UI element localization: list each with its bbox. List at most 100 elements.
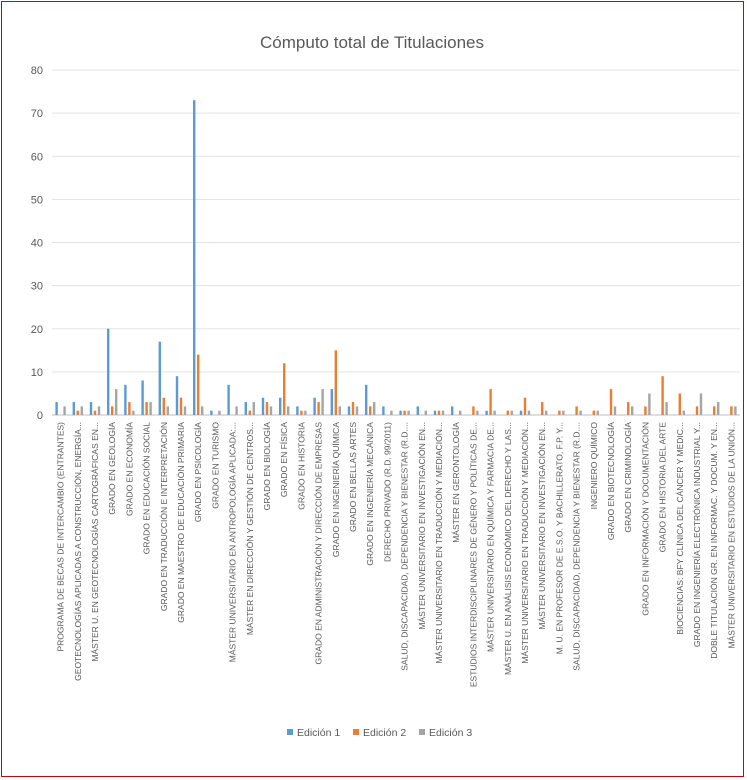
legend-swatch bbox=[287, 729, 293, 735]
bar-2-26 bbox=[506, 410, 509, 415]
bar-2-32 bbox=[609, 389, 613, 415]
x-tick-label: GRADO EN HISTORIA bbox=[296, 422, 306, 510]
bar-3-35 bbox=[665, 402, 668, 415]
legend-swatch bbox=[353, 729, 359, 735]
x-tick-label: GRADO EN BIOLOGÍA bbox=[262, 422, 272, 511]
x-tick-label: GRADO EN ADMINISTRACIÓN Y DIRECCIÓN DE E… bbox=[314, 422, 324, 665]
bar-1-25 bbox=[485, 410, 488, 415]
bar-3-1 bbox=[80, 406, 83, 415]
bar-3-14 bbox=[304, 410, 307, 415]
bar-3-22 bbox=[441, 410, 445, 415]
x-tick-label: BIOCIENCIAS: BFY CLÍNICA DEL CÁNCER Y ME… bbox=[675, 422, 685, 635]
bar-1-15 bbox=[313, 397, 316, 415]
bar-1-22 bbox=[433, 410, 437, 415]
bar-3-24 bbox=[476, 410, 479, 415]
bar-3-3 bbox=[115, 389, 118, 415]
x-tick-label: MÁSTER UNIVERSITARIO EN QUÍMICA Y FARMAC… bbox=[486, 422, 496, 652]
y-tick-label: 30 bbox=[31, 281, 43, 293]
bar-2-24 bbox=[472, 406, 475, 415]
bar-1-11 bbox=[244, 402, 247, 415]
bar-3-29 bbox=[562, 410, 565, 415]
bar-1-2 bbox=[89, 402, 93, 415]
bar-3-6 bbox=[166, 406, 169, 415]
bar-3-27 bbox=[527, 410, 531, 415]
x-tick-label: INGENIERO QUÍMICO bbox=[589, 422, 599, 510]
bar-3-36 bbox=[682, 410, 685, 415]
bar-3-16 bbox=[338, 406, 341, 415]
bar-3-0 bbox=[63, 406, 66, 415]
bar-1-12 bbox=[261, 397, 265, 415]
bar-2-34 bbox=[644, 406, 647, 415]
bar-1-6 bbox=[158, 341, 161, 415]
bar-2-36 bbox=[678, 393, 681, 415]
bar-3-28 bbox=[545, 410, 548, 415]
x-tick-label: GRADO EN TRADUCCIÓN E INTERPRETACIÓN bbox=[159, 422, 169, 611]
bar-3-30 bbox=[579, 410, 582, 415]
bar-1-14 bbox=[296, 406, 299, 415]
bar-2-12 bbox=[265, 402, 269, 415]
bar-3-31 bbox=[596, 410, 599, 415]
bar-3-19 bbox=[390, 410, 393, 415]
x-tick-label: GRADO EN BELLAS ARTES bbox=[348, 422, 358, 532]
bar-1-3 bbox=[107, 328, 110, 415]
bar-1-27 bbox=[519, 410, 523, 415]
bar-2-35 bbox=[661, 376, 664, 415]
bar-2-27 bbox=[523, 397, 527, 415]
bar-1-21 bbox=[416, 406, 419, 415]
y-tick-label: 60 bbox=[31, 151, 43, 163]
x-tick-label: GRADO EN FÍSICA bbox=[279, 422, 289, 497]
bar-2-5 bbox=[145, 402, 148, 415]
x-tick-label: GRADO EN INGENIERÍA QUÍMICA bbox=[331, 422, 341, 557]
y-tick-label: 40 bbox=[31, 238, 43, 250]
bar-3-38 bbox=[717, 402, 720, 415]
x-tick-label: MÁSTER UNIVERSITARIO EN TRADUCCIÓN Y MED… bbox=[434, 422, 444, 664]
bar-1-8 bbox=[193, 100, 196, 415]
x-tick-label: GRADO EN EDUCACIÓN SOCIAL bbox=[142, 422, 152, 555]
x-tick-label: SALUD, DISCAPACIDAD, DEPENDENCIA Y BIENE… bbox=[400, 422, 410, 671]
bar-2-14 bbox=[300, 410, 303, 415]
y-tick-label: 10 bbox=[31, 367, 43, 379]
y-tick-label: 50 bbox=[31, 194, 43, 206]
bar-3-11 bbox=[252, 402, 255, 415]
bar-2-18 bbox=[369, 406, 372, 415]
x-tick-label: MÁSTER EN DIRECCIÓN Y GESTIÓN DE CENTROS… bbox=[245, 422, 255, 635]
bar-3-17 bbox=[355, 406, 359, 415]
bar-3-39 bbox=[734, 406, 737, 415]
bar-2-29 bbox=[558, 410, 561, 415]
bar-1-5 bbox=[141, 380, 144, 415]
x-tick-label: DOBLE TITULACIÓN GR. EN INFORMAC. Y DOCU… bbox=[709, 422, 719, 659]
bar-2-25 bbox=[489, 389, 492, 415]
bar-3-9 bbox=[218, 410, 221, 415]
x-tick-label: GRADO EN HISTORIA DEL ARTE bbox=[658, 422, 668, 553]
bar-3-23 bbox=[459, 410, 462, 415]
bar-2-16 bbox=[334, 350, 337, 415]
x-tick-label: GRADO EN ECONOMÍA bbox=[124, 422, 134, 516]
x-tick-label: MÁSTER U. EN GEOTECNOLOGÍAS CARTOGRÁFICA… bbox=[90, 422, 100, 662]
bar-1-16 bbox=[330, 389, 333, 415]
bar-1-18 bbox=[365, 384, 368, 415]
bar-3-18 bbox=[373, 402, 376, 415]
x-tick-label: MÁSTER UNIVERSITARIO EN ESTUDIOS DE LA U… bbox=[726, 422, 736, 649]
x-tick-label: GRADO EN CRIMINOLOGÍA bbox=[623, 422, 633, 533]
x-tick-label: M. U. EN PROFESOR DE E.S.O. Y BACHILLERA… bbox=[554, 422, 564, 654]
legend-label: Edición 1 bbox=[297, 727, 340, 739]
x-tick-label: MÁSTER U. EN ANÁLISIS ECONÓMICO DEL DERE… bbox=[503, 422, 513, 675]
bar-1-1 bbox=[72, 402, 75, 415]
bar-2-13 bbox=[283, 363, 286, 415]
bar-3-4 bbox=[132, 410, 135, 415]
bar-3-13 bbox=[287, 406, 290, 415]
bar-2-3 bbox=[111, 406, 114, 415]
bar-3-32 bbox=[613, 406, 617, 415]
x-tick-label: GRADO EN MAESTRO DE EDUCACIÓN PRIMARIA bbox=[176, 422, 186, 623]
bar-3-33 bbox=[631, 406, 634, 415]
x-tick-label: MÁSTER UNIVERSITARIO EN ANTROPOLOGÍA APL… bbox=[228, 422, 238, 662]
bar-3-8 bbox=[201, 406, 204, 415]
bar-3-26 bbox=[510, 410, 513, 415]
legend-swatch bbox=[419, 729, 425, 735]
x-tick-label: GRADO EN INGENIERÍA MECÁNICA bbox=[365, 422, 375, 566]
x-tick-label: MÁSTER UNIVERSITARIO EN INVESTIGACIÓN EN… bbox=[417, 422, 427, 630]
bar-2-15 bbox=[317, 402, 320, 415]
bar-2-1 bbox=[76, 410, 79, 415]
bar-1-13 bbox=[279, 397, 282, 415]
